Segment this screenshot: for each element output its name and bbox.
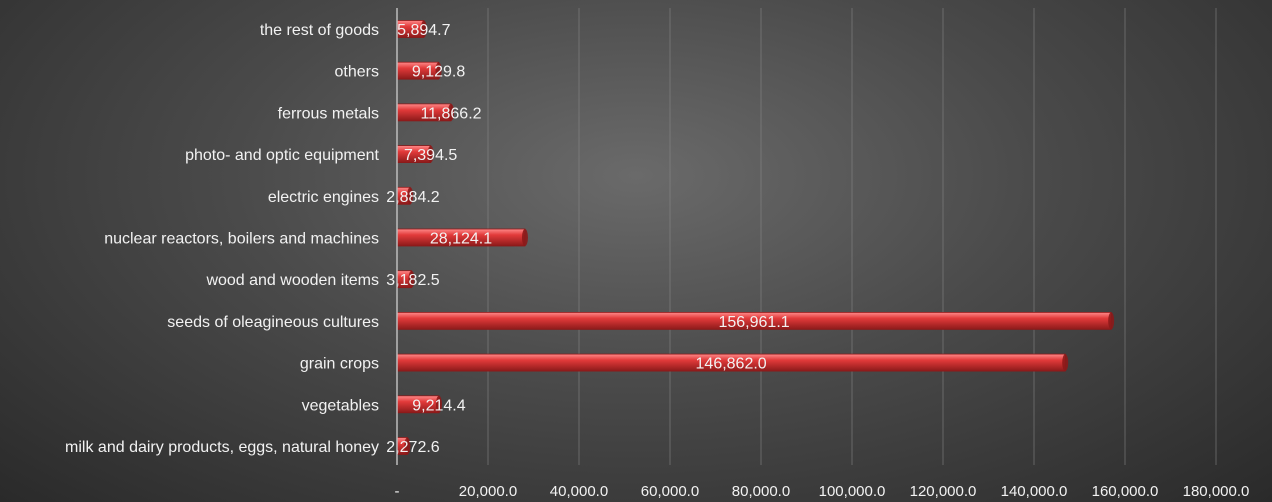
- x-tick-label: 20,000.0: [459, 483, 517, 500]
- category-labels: the rest of goods others ferrous metals pho…: [65, 22, 380, 456]
- bar-end-cap: [447, 103, 454, 121]
- bar-end-cap: [427, 145, 434, 163]
- value-label: 5,894.7: [397, 22, 450, 39]
- bars: [396, 20, 1115, 455]
- category-label: wood and wooden items: [205, 272, 379, 289]
- bar-end-cap: [435, 62, 442, 80]
- category-label: others: [335, 64, 379, 81]
- value-label: 146,862.0: [696, 356, 767, 373]
- x-tick-label: 120,000.0: [910, 483, 977, 500]
- bar-end-cap: [408, 270, 415, 288]
- value-label: 156,961.1: [718, 314, 789, 331]
- category-label: ferrous metals: [278, 105, 379, 122]
- x-tick-label: 60,000.0: [641, 483, 699, 500]
- value-label: 28,124.1: [430, 231, 492, 248]
- value-label: 9,214.4: [412, 397, 465, 414]
- category-label: nuclear reactors, boilers and machines: [104, 231, 379, 248]
- bar-end-cap: [1062, 354, 1069, 372]
- grid-lines: [487, 8, 1217, 465]
- x-tick-label: 180,000.0: [1183, 483, 1250, 500]
- category-label: photo- and optic equipment: [185, 147, 379, 164]
- value-label: 2,884.2: [386, 189, 439, 206]
- category-label: seeds of oleagineous cultures: [167, 314, 379, 331]
- value-label: 11,866.2: [420, 105, 481, 122]
- bar-end-cap: [407, 187, 414, 205]
- value-label: 7,394.5: [404, 147, 457, 164]
- bar-end-cap: [521, 229, 528, 246]
- category-label: grain crops: [300, 356, 379, 373]
- value-labels: 5,894.7 9,129.8 11,866.2 7,394.5 2,884.2 28,1…: [386, 22, 789, 456]
- category-label: milk and dairy products, eggs, natural h…: [65, 439, 379, 456]
- value-label: 2,272.6: [386, 439, 439, 456]
- x-axis-tick-labels: - 20,000.0 40,000.0 60,000.0 80,000.0 100,000…: [395, 483, 1250, 500]
- x-tick-label: 100,000.0: [819, 483, 886, 500]
- x-tick-label: 160,000.0: [1092, 483, 1159, 500]
- value-label: 3,182.5: [386, 272, 439, 289]
- x-tick-label: 40,000.0: [550, 483, 608, 500]
- x-tick-label: 140,000.0: [1001, 483, 1068, 500]
- bar-end-cap: [404, 437, 411, 455]
- x-tick-label: 80,000.0: [732, 483, 790, 500]
- bar-end-cap: [435, 395, 442, 413]
- category-label: electric engines: [268, 189, 379, 206]
- category-label: vegetables: [302, 397, 379, 414]
- x-tick-label: -: [395, 483, 400, 500]
- category-label: the rest of goods: [260, 22, 379, 39]
- value-label: 9,129.8: [412, 64, 465, 81]
- bar-end-cap: [420, 20, 427, 38]
- bar-end-cap: [1108, 312, 1115, 330]
